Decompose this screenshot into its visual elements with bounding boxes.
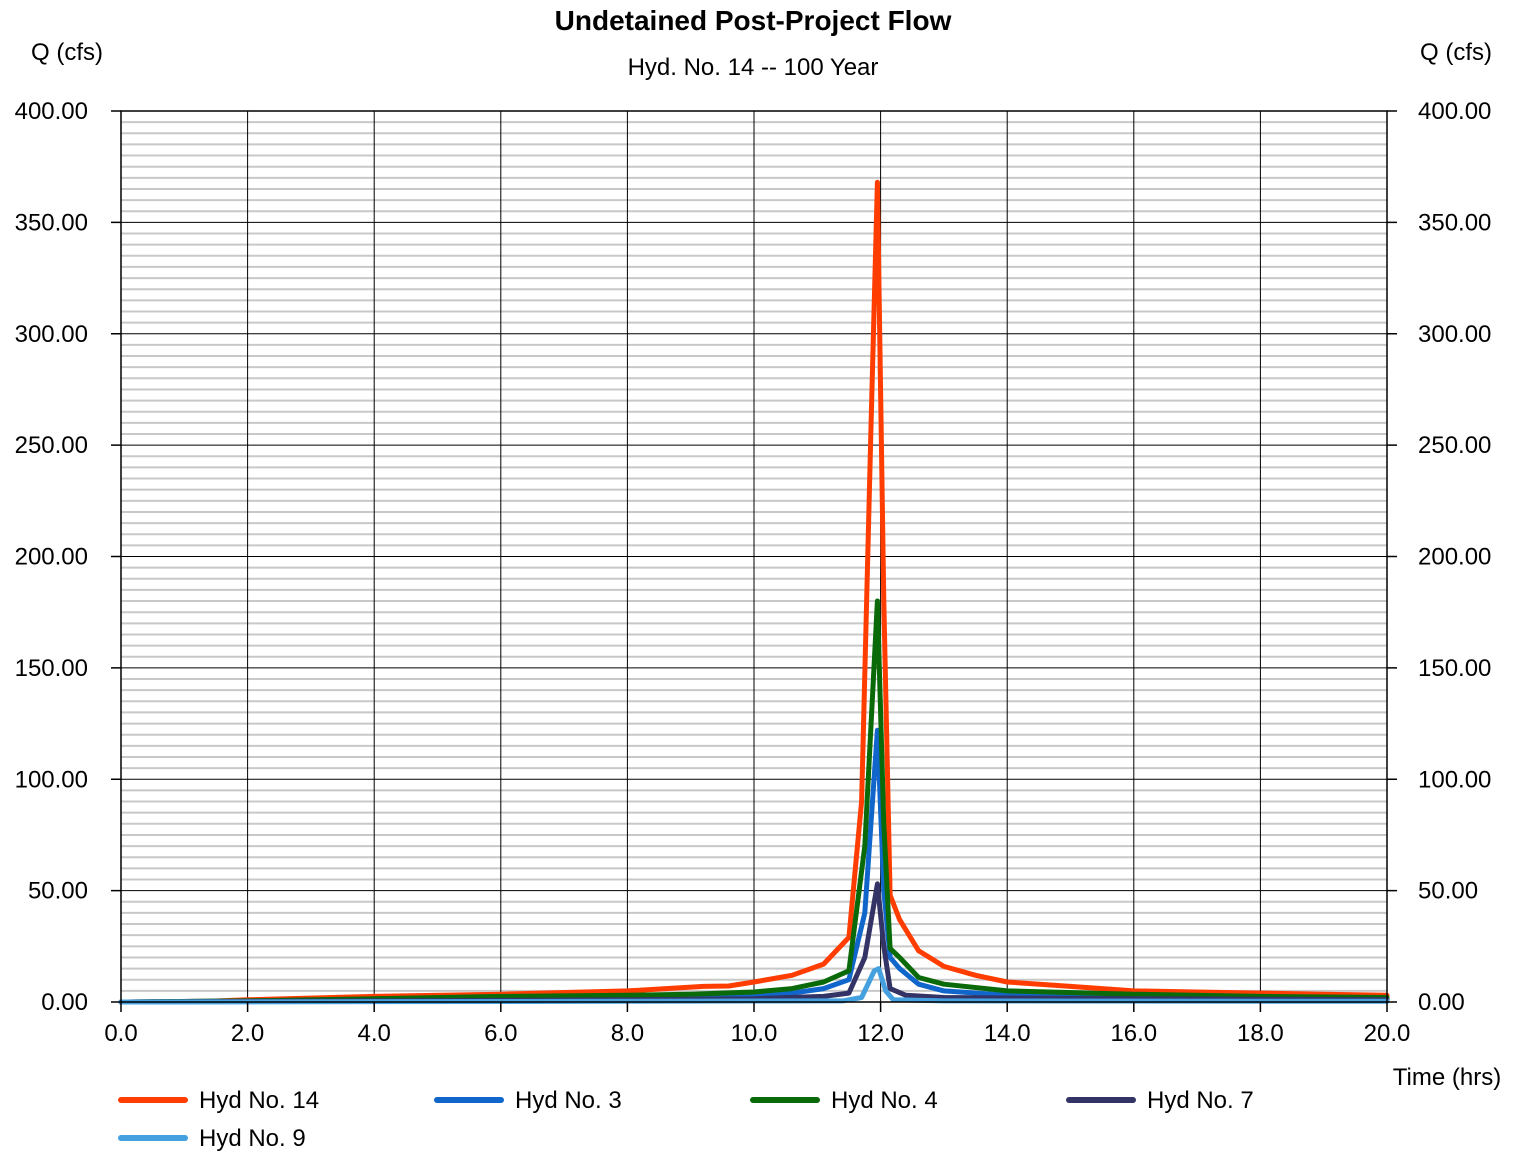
x-tick-labels: 0.0 2.0 4.0 6.0 8.0 10.0 12.0 14.0 16.0 18.0 20.0	[104, 1020, 1410, 1047]
x-tick-label: 6.0	[484, 1020, 517, 1047]
y-tick-labels-left: 0.00 50.00 100.00 150.00 200.00 250.00 300.00 3…	[15, 98, 88, 1016]
x-tick-label: 4.0	[358, 1020, 391, 1047]
right-axis-label: Q (cfs)	[1420, 39, 1492, 66]
y-tick-label-left: 250.00	[15, 432, 88, 459]
y-tick-label-right: 100.00	[1418, 766, 1491, 793]
y-tick-labels-right: 0.00 50.00 100.00 150.00 200.00 250.00 300.00 3…	[1418, 98, 1491, 1016]
chart-subtitle: Hyd. No. 14 -- 100 Year	[628, 54, 879, 81]
x-axis-label: Time (hrs)	[1393, 1064, 1501, 1091]
y-tick-label-right: 400.00	[1418, 98, 1491, 125]
y-tick-label-left: 400.00	[15, 98, 88, 125]
x-tick-label: 16.0	[1110, 1020, 1157, 1047]
series-lines	[118, 179, 1390, 1005]
legend-label: Hyd No. 7	[1147, 1087, 1254, 1114]
y-tick-label-left: 300.00	[15, 321, 88, 348]
legend-label: Hyd No. 14	[199, 1087, 319, 1114]
y-tick-label-left: 50.00	[28, 878, 88, 905]
chart-title: Undetained Post-Project Flow	[555, 5, 952, 36]
x-tick-label: 2.0	[231, 1020, 264, 1047]
x-tick-label: 8.0	[611, 1020, 644, 1047]
y-tick-label-right: 200.00	[1418, 544, 1491, 571]
x-tick-label: 20.0	[1364, 1020, 1411, 1047]
y-tick-label-left: 200.00	[15, 544, 88, 571]
x-tick-label: 10.0	[731, 1020, 778, 1047]
series-line-hyd-no-9	[118, 966, 1390, 1005]
y-tick-label-right: 150.00	[1418, 655, 1491, 682]
series-line-hyd-no-4	[118, 598, 1390, 1005]
x-tick-label: 14.0	[984, 1020, 1031, 1047]
y-tick-label-left: 350.00	[15, 209, 88, 236]
grid-lines	[121, 111, 1387, 1002]
y-tick-label-left: 150.00	[15, 655, 88, 682]
left-axis-label: Q (cfs)	[31, 39, 103, 66]
y-tick-label-right: 50.00	[1418, 878, 1478, 905]
y-tick-label-left: 100.00	[15, 766, 88, 793]
y-tick-label-left: 0.00	[41, 989, 88, 1016]
series-line-hyd-no-14	[118, 179, 1390, 1005]
legend: Hyd No. 14 Hyd No. 3 Hyd No. 4 Hyd No. 7 Hyd…	[118, 1087, 1254, 1152]
legend-label: Hyd No. 3	[515, 1087, 622, 1114]
y-tick-label-right: 350.00	[1418, 209, 1491, 236]
y-tick-label-right: 300.00	[1418, 321, 1491, 348]
y-tick-label-right: 250.00	[1418, 432, 1491, 459]
y-tick-label-right: 0.00	[1418, 989, 1465, 1016]
plot-frame	[111, 110, 1397, 1012]
legend-label: Hyd No. 9	[199, 1125, 306, 1152]
x-tick-label: 12.0	[857, 1020, 904, 1047]
x-tick-label: 0.0	[104, 1020, 137, 1047]
legend-label: Hyd No. 4	[831, 1087, 938, 1114]
x-tick-label: 18.0	[1237, 1020, 1284, 1047]
